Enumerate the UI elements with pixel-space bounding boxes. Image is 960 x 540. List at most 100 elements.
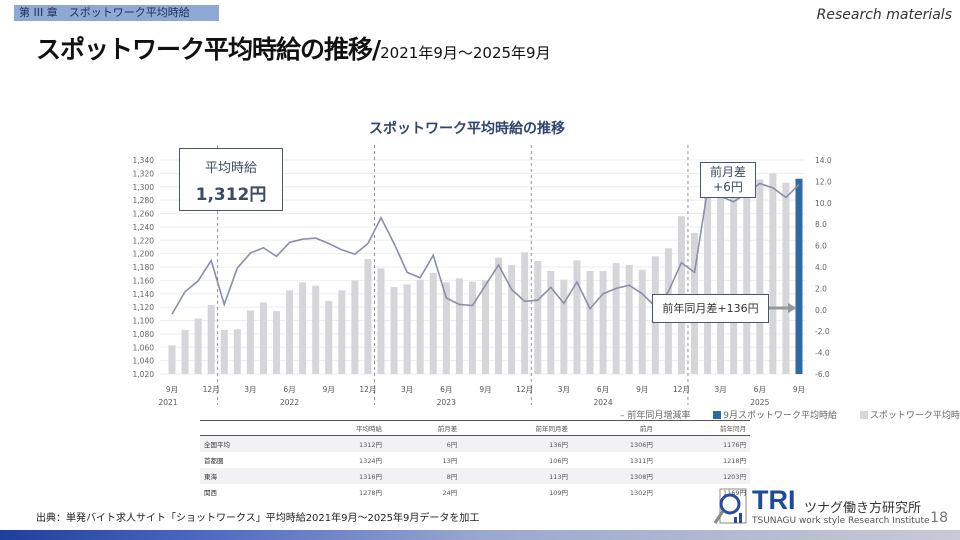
legend: – 前年同月増減率 9月スポットワーク平均時給 スポットワーク平均時給 <box>620 408 960 421</box>
bar <box>416 279 424 374</box>
x-tick-label: 6月 <box>440 385 452 394</box>
magnifier-logo-icon <box>713 488 747 524</box>
title-range: 2021年9月～2025年9月 <box>380 44 551 62</box>
table-cell: 1169円 <box>722 488 746 497</box>
bar <box>194 318 202 374</box>
y-left-tick-label: 1,180 <box>133 263 155 272</box>
legend-label: 前年同月増減率 <box>627 411 691 421</box>
legend-item-sep: 9月スポットワーク平均時給 <box>713 411 847 421</box>
bar <box>573 260 581 374</box>
x-tick-label: 6月 <box>754 385 766 394</box>
bar <box>534 260 542 374</box>
chart-title: スポットワーク平均時給の推移 <box>369 120 565 137</box>
bar <box>351 280 359 374</box>
y-right-tick-label: 6.0 <box>815 242 827 251</box>
table-cell: 1176円 <box>656 435 750 452</box>
bar <box>508 264 516 374</box>
bar <box>299 282 307 374</box>
y-left-tick-label: 1,060 <box>133 343 155 352</box>
bar <box>625 264 633 374</box>
highlight-bar <box>795 178 803 374</box>
table-cell: 109円 <box>549 488 568 497</box>
table-cell: 6円 <box>386 435 462 452</box>
x-tick-label: 12月 <box>516 385 533 394</box>
mom-box: 前月差 +6円 <box>700 162 756 198</box>
page-title: スポットワーク平均時給の推移/2021年9月～2025年9月 <box>36 30 551 66</box>
table-header: 前月 <box>572 420 657 436</box>
year-label: 2023 <box>437 398 456 407</box>
bar <box>495 257 503 374</box>
x-tick-label: 9月 <box>166 385 178 394</box>
legend-item-yoy: – 前年同月増減率 <box>620 411 691 421</box>
table-header: 平均時給 <box>293 420 386 436</box>
bar <box>455 278 463 374</box>
footer-bar <box>0 530 960 540</box>
bar <box>338 290 346 374</box>
y-right-tick-label: 12.0 <box>815 177 832 186</box>
bar <box>233 329 241 374</box>
bar <box>782 182 790 374</box>
table-cell: 113円 <box>461 467 572 484</box>
avg-wage-value: 1,312円 <box>195 185 267 205</box>
bar <box>168 345 176 374</box>
table-cell: 首都圏 <box>204 456 224 465</box>
title-main: スポットワーク平均時給の推移/ <box>36 35 381 64</box>
y-right-tick-label: -6.0 <box>815 370 830 379</box>
table-cell: 1311円 <box>629 456 653 465</box>
x-tick-label: 12月 <box>673 385 690 394</box>
y-left-tick-label: 1,040 <box>133 357 155 366</box>
y-left-tick-label: 1,140 <box>133 290 155 299</box>
y-right-tick-label: 2.0 <box>815 284 827 293</box>
table-cell: 1324円 <box>358 456 382 465</box>
chapter-label: 第 III 章 スポットワーク平均時給 <box>14 5 219 21</box>
table-cell: 東海 <box>200 467 293 484</box>
bar <box>181 329 189 374</box>
y-right-tick-label: 14.0 <box>815 156 832 165</box>
logo: TRI ツナグ働き方研究所 TSUNAGU work style Researc… <box>712 485 930 529</box>
yoy-line <box>171 182 800 315</box>
x-tick-label: 9月 <box>323 385 335 394</box>
bar <box>325 301 333 374</box>
table-header: 前年同月 <box>656 420 750 436</box>
bar <box>547 271 555 374</box>
bar <box>521 252 529 374</box>
x-tick-label: 3月 <box>558 385 570 394</box>
logo-jp: ツナグ働き方研究所 <box>804 501 922 516</box>
bar <box>482 280 489 374</box>
table-cell: 24円 <box>442 488 458 497</box>
x-tick-label: 3月 <box>244 385 256 394</box>
y-left-tick-label: 1,240 <box>133 223 155 232</box>
year-label: 2022 <box>280 398 299 407</box>
bar <box>377 268 385 374</box>
x-tick-label: 6月 <box>597 385 609 394</box>
chart: スポットワーク平均時給の推移 1,020 1,040 1,060 1,080 1,100… <box>133 120 832 407</box>
bar <box>207 305 215 374</box>
bar <box>273 311 280 374</box>
mom-value: +6円 <box>713 180 743 194</box>
table-cell: 1278円 <box>358 488 382 497</box>
yoy-arrowhead-icon <box>788 303 797 313</box>
table-row: 東海 1316円 8円 113円 1308円 1203円 <box>200 467 750 484</box>
x-tick-label: 12月 <box>359 385 376 394</box>
table-cell: 13円 <box>442 456 458 465</box>
y-right-tick-label: 4.0 <box>815 263 827 272</box>
table-header <box>200 420 293 436</box>
bar <box>612 262 620 374</box>
table-cell: 1308円 <box>572 467 657 484</box>
page-number: 18 <box>930 510 948 526</box>
year-label: 2021 <box>158 398 177 407</box>
table-cell: 136円 <box>461 435 572 452</box>
research-materials-label: Research materials <box>816 7 952 23</box>
bar <box>246 310 254 374</box>
x-tick-label: 9月 <box>479 385 491 394</box>
logo-en: TSUNAGU work style Research Institute <box>752 516 930 526</box>
y-right-tick-label: -2.0 <box>815 327 830 336</box>
y-left-tick-label: 1,280 <box>133 196 155 205</box>
table-cell: 106円 <box>549 456 568 465</box>
table-header: 前年同月差 <box>461 420 572 436</box>
table-cell: 1312円 <box>293 435 386 452</box>
y-left-tick-label: 1,160 <box>133 276 155 285</box>
yoy-box: 前年同月差+136円 <box>652 294 769 323</box>
source-note: 出典：単発バイト求人サイト「ショットワークス」平均時給2021年9月～2025年… <box>36 513 480 524</box>
bar <box>312 285 320 374</box>
